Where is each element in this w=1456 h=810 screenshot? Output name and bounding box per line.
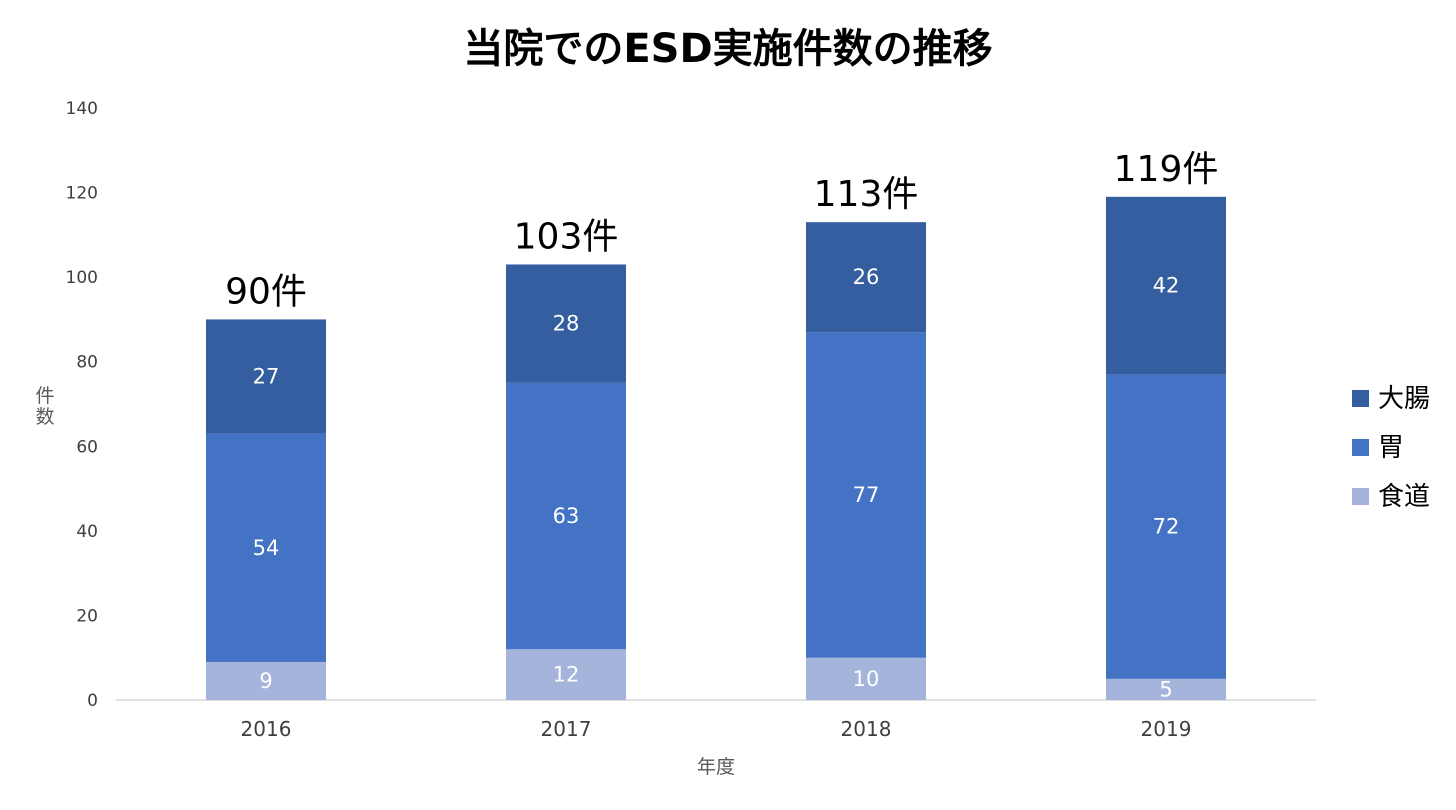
bar-segment-label: 42 — [1153, 274, 1180, 298]
legend-label: 胃 — [1378, 433, 1404, 463]
bar-segment-label: 10 — [853, 667, 880, 691]
chart-title: 当院でのESD実施件数の推移 — [463, 26, 992, 72]
bar-segment-label: 28 — [553, 312, 580, 336]
bar-totals: 90件 103件 113件 119件 — [225, 149, 1218, 313]
bar-total-label: 113件 — [814, 174, 919, 215]
bar-segment — [1106, 374, 1226, 679]
bar-segment-label: 12 — [553, 663, 580, 687]
legend-label: 大腸 — [1378, 384, 1430, 414]
bar-segment-label: 5 — [1159, 677, 1172, 701]
x-tick-label: 2017 — [541, 717, 592, 741]
y-tick-label: 140 — [66, 99, 98, 119]
bar-segment-label: 27 — [253, 365, 280, 389]
bar-segment — [206, 433, 326, 662]
bar-segment-label: 9 — [259, 669, 272, 693]
bar-segment — [1106, 678, 1226, 700]
y-tick-label: 60 — [76, 437, 98, 457]
bar-segment — [506, 649, 626, 700]
bar-segment — [806, 657, 926, 700]
y-tick-label: 80 — [76, 353, 98, 373]
x-axis-label: 年度 — [697, 756, 735, 778]
bar-total-label: 90件 — [225, 271, 307, 312]
bar-segment — [206, 319, 326, 434]
y-tick-label: 120 — [66, 184, 98, 204]
bar-segment — [506, 264, 626, 383]
legend-swatch — [1352, 390, 1369, 407]
y-tick-label: 100 — [66, 268, 98, 288]
x-tick-label: 2018 — [841, 717, 892, 741]
bar-segment — [1106, 196, 1226, 375]
legend-label: 食道 — [1378, 482, 1430, 512]
bar-total-label: 119件 — [1114, 149, 1219, 190]
legend-swatch — [1352, 488, 1369, 505]
y-axis-ticks: 0 20 40 60 80 100 120 140 — [66, 99, 98, 711]
bars: 9 54 27 12 63 28 10 77 26 5 72 42 — [206, 196, 1226, 701]
x-axis-ticks: 2016 2017 2018 2019 — [241, 717, 1192, 741]
bar-segment — [206, 661, 326, 700]
bar-segment-label: 77 — [853, 483, 880, 507]
bar-total-label: 103件 — [514, 216, 619, 257]
bar-segment-label: 72 — [1153, 515, 1180, 539]
x-tick-label: 2019 — [1141, 717, 1192, 741]
y-tick-label: 20 — [76, 606, 98, 626]
bar-segment-label: 63 — [553, 504, 580, 528]
bar-segment-label: 54 — [253, 536, 280, 560]
legend-swatch — [1352, 439, 1369, 456]
bar-segment-label: 26 — [853, 265, 880, 289]
y-tick-label: 0 — [87, 691, 98, 711]
bar-segment — [506, 382, 626, 650]
bar-segment — [806, 222, 926, 333]
x-tick-label: 2016 — [241, 717, 292, 741]
bar-segment — [806, 332, 926, 658]
y-axis-label: 件数 — [35, 385, 54, 428]
y-tick-label: 40 — [76, 522, 98, 542]
